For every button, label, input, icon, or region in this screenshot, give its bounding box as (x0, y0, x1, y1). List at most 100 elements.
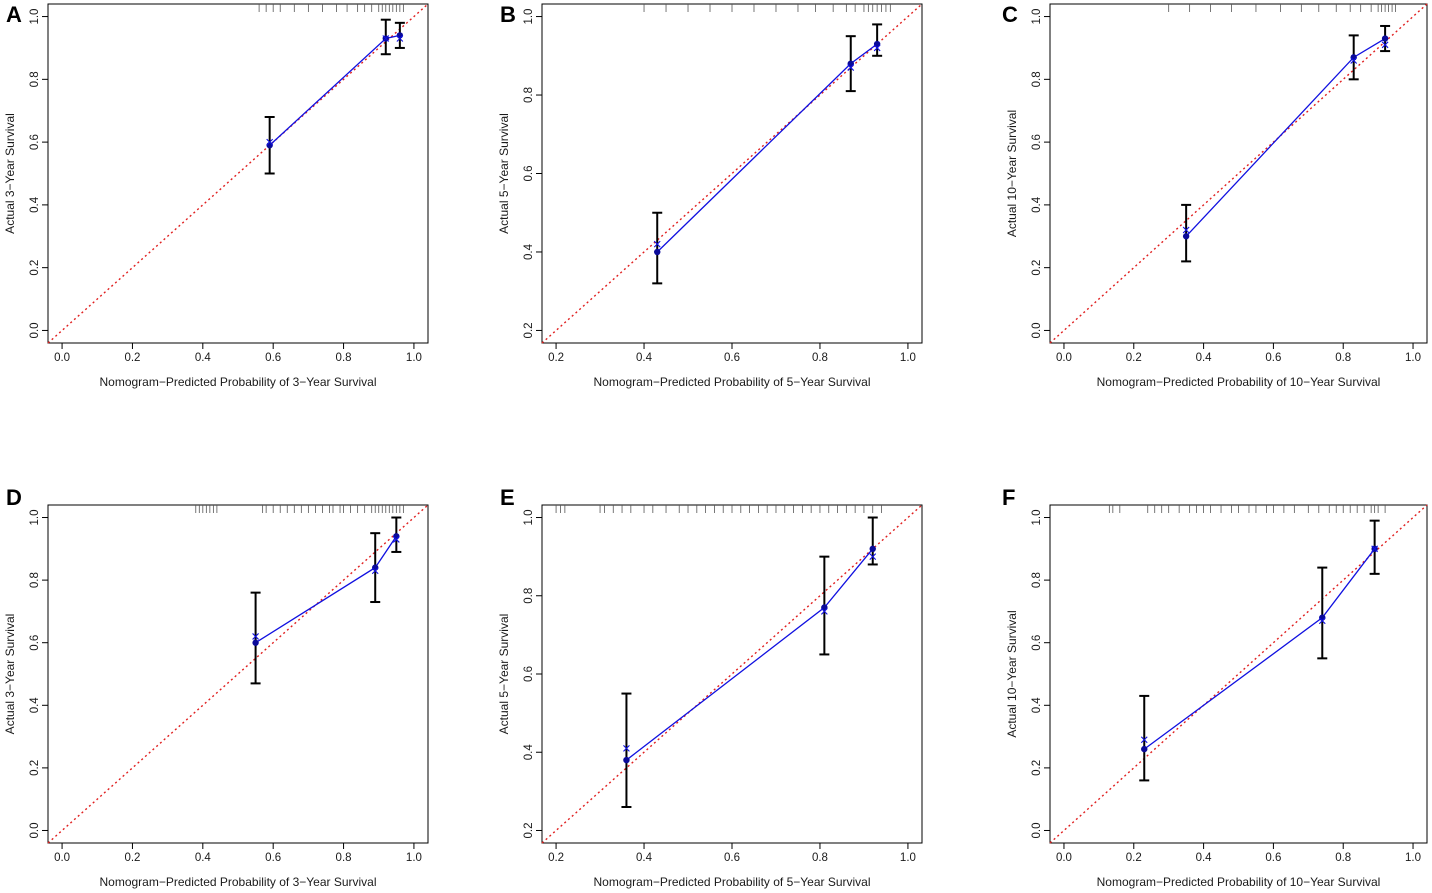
panel-label: A (6, 2, 22, 27)
x-tick-label: 0.4 (195, 852, 212, 864)
x-axis-title: Nomogram−Predicted Probability of 5−Year… (593, 875, 870, 889)
plot-frame (47, 3, 429, 344)
y-tick-label: 0.6 (1031, 635, 1043, 651)
data-point (372, 564, 379, 571)
x-tick-label: 0.8 (336, 352, 352, 364)
x-tick-label: 0.4 (1196, 352, 1213, 364)
bias-corrected-marker (1371, 545, 1379, 553)
y-tick-label: 1.0 (1031, 9, 1043, 25)
x-tick-label: 0.4 (636, 352, 653, 364)
bias-corrected-marker (847, 64, 855, 71)
y-tick-label: 0.4 (1031, 697, 1043, 714)
ideal-line (541, 504, 923, 844)
data-point (623, 756, 630, 764)
data-point (654, 248, 661, 256)
calibration-line (626, 548, 874, 761)
x-tick-label: 0.2 (548, 352, 564, 364)
y-axis-title: Actual 5−Year Survival (497, 113, 511, 234)
x-axis-title: Nomogram−Predicted Probability of 10−Yea… (1097, 375, 1381, 389)
y-axis-title: Actual 5−Year Survival (497, 614, 511, 735)
y-tick-label: 0.8 (523, 87, 535, 103)
y-tick-label: 0.8 (1031, 572, 1043, 588)
y-tick-label: 1.0 (29, 510, 41, 526)
y-axis-title: Actual 10−Year Survival (1005, 110, 1019, 237)
calibration-line (269, 34, 400, 146)
x-axis-title: Nomogram−Predicted Probability of 3−Year… (99, 875, 376, 889)
plot-frame (1049, 3, 1428, 344)
bias-corrected-marker (1318, 617, 1326, 625)
y-tick-label: 0.0 (1031, 322, 1043, 338)
x-axis-title: Nomogram−Predicted Probability of 10−Yea… (1097, 875, 1381, 889)
y-tick-label: 1.0 (523, 510, 535, 526)
ideal-line (47, 504, 429, 844)
data-point (1319, 614, 1326, 621)
y-tick-label: 0.4 (523, 744, 535, 761)
panel-b: B 0.2 0.4 0.6 0.8 1.0 0.2 0.4 0.6 0.8 1.0 Nomogram−… (497, 2, 923, 389)
bias-corrected-marker (382, 35, 390, 42)
y-tick-label: 0.4 (523, 243, 535, 260)
bias-corrected-marker (1182, 226, 1190, 234)
x-tick-label: 1.0 (1405, 852, 1421, 864)
bias-corrected-marker (392, 536, 400, 543)
y-tick-label: 0.0 (29, 322, 41, 338)
y-tick-label: 0.8 (29, 572, 41, 588)
bias-corrected-marker (1140, 736, 1148, 744)
x-tick-label: 0.6 (1265, 352, 1281, 364)
panel-e: E 0.2 0.4 0.6 0.8 1.0 0.2 0.4 0.6 0.8 1.0 Nomogram−… (497, 485, 923, 889)
x-tick-label: 0.6 (265, 352, 281, 364)
x-tick-label: 1.0 (406, 852, 422, 864)
y-tick-label: 1.0 (523, 9, 535, 25)
x-tick-label: 0.8 (812, 852, 828, 864)
x-tick-label: 0.4 (195, 352, 212, 364)
panel-label: D (6, 485, 22, 510)
data-point (266, 142, 273, 149)
y-tick-label: 0.2 (523, 322, 535, 338)
bias-corrected-marker (396, 35, 404, 42)
y-tick-label: 0.0 (1031, 822, 1043, 838)
bias-corrected-marker (653, 240, 661, 248)
x-tick-label: 1.0 (900, 852, 916, 864)
x-tick-label: 0.8 (336, 852, 352, 864)
x-tick-label: 0.6 (724, 352, 740, 364)
y-tick-label: 0.0 (29, 822, 41, 838)
y-tick-label: 0.6 (523, 166, 535, 182)
x-tick-label: 1.0 (406, 352, 422, 364)
y-tick-label: 0.2 (523, 822, 535, 838)
ideal-line (47, 3, 429, 344)
plot-frame (47, 504, 429, 844)
data-point (393, 533, 400, 540)
panel-label: C (1002, 2, 1018, 27)
panel-d: D 0.0 0.2 0.4 0.6 0.8 1.0 0.0 0.2 0.4 0.6 0.8 1.0 Nom… (3, 485, 429, 889)
y-tick-label: 0.2 (29, 760, 41, 776)
ideal-line (1049, 504, 1428, 844)
calibration-line (1143, 548, 1376, 750)
y-axis-title: Actual 10−Year Survival (1005, 610, 1019, 737)
y-tick-label: 0.6 (29, 635, 41, 651)
x-tick-label: 1.0 (900, 352, 916, 364)
bias-corrected-marker (266, 138, 274, 146)
y-tick-label: 1.0 (29, 9, 41, 25)
x-tick-label: 0.4 (636, 852, 653, 864)
data-point (396, 32, 404, 39)
bias-corrected-marker (1381, 41, 1389, 49)
x-tick-label: 0.0 (1056, 852, 1072, 864)
y-tick-label: 0.6 (1031, 134, 1043, 150)
x-tick-label: 0.2 (1126, 852, 1142, 864)
x-tick-label: 0.6 (265, 852, 281, 864)
y-tick-label: 0.4 (29, 196, 41, 213)
panel-label: F (1002, 485, 1015, 510)
x-tick-label: 0.2 (124, 852, 140, 864)
x-tick-label: 0.2 (124, 352, 140, 364)
data-point (1350, 54, 1357, 61)
y-tick-label: 0.8 (1031, 71, 1043, 87)
data-point (1182, 233, 1190, 240)
x-tick-label: 0.8 (1335, 852, 1351, 864)
ideal-line (1049, 3, 1428, 344)
data-point (1381, 35, 1389, 42)
ideal-line (541, 3, 923, 344)
bias-corrected-marker (1350, 57, 1358, 64)
bias-corrected-marker (873, 44, 881, 52)
y-tick-label: 0.2 (29, 260, 41, 276)
calibration-line (656, 43, 878, 253)
